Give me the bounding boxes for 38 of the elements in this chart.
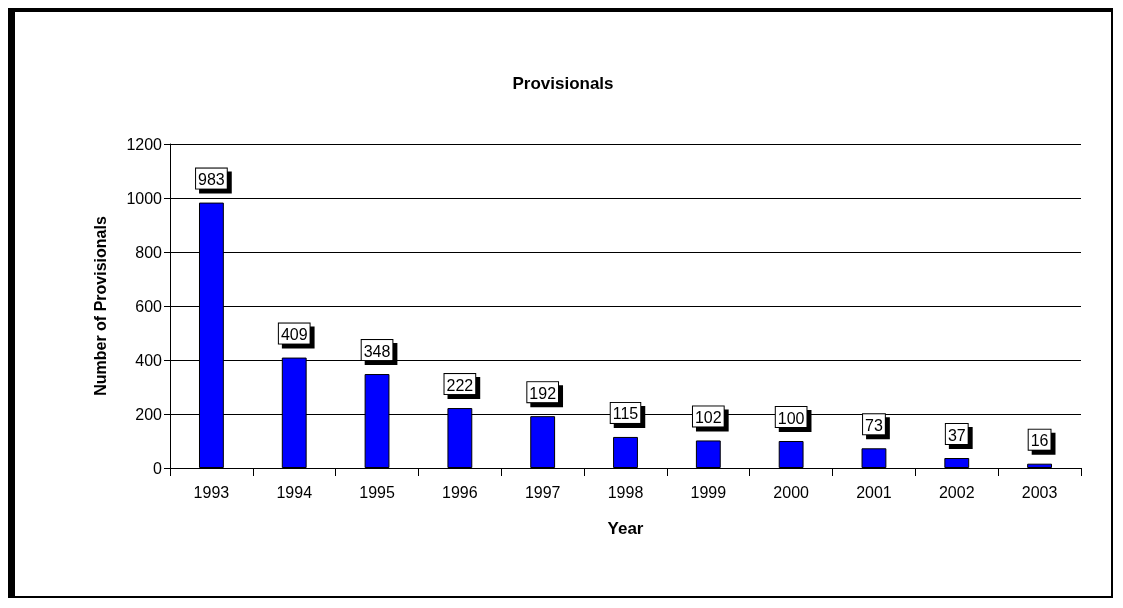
data-label: 348 (363, 342, 391, 360)
data-label: 222 (446, 376, 474, 394)
y-axis-title: Number of Provisionals (91, 216, 109, 396)
x-tick-label: 1998 (607, 483, 644, 501)
data-label: 16 (1030, 432, 1049, 450)
x-axis-title: Year (607, 519, 644, 538)
x-tick-label: 1997 (524, 483, 561, 501)
x-tick-label: 2002 (938, 483, 975, 501)
x-tick-label: 2003 (1021, 483, 1058, 501)
bar (944, 458, 970, 468)
data-label: 73 (865, 416, 883, 434)
chart-title: Provisionals (512, 74, 614, 93)
bar (778, 441, 804, 468)
x-tick-label: 2001 (856, 483, 892, 501)
x-tick-label: 1994 (276, 483, 313, 501)
bar (695, 440, 721, 468)
data-label: 115 (612, 405, 639, 423)
bar (861, 448, 887, 468)
bar (1027, 463, 1053, 468)
x-tick-label: 1993 (193, 483, 230, 501)
data-label: 409 (280, 326, 308, 344)
data-label: 192 (529, 384, 557, 402)
data-label: 983 (198, 171, 225, 189)
y-tick-label: 1000 (126, 189, 163, 207)
x-tick-label: 1996 (442, 483, 478, 501)
y-tick-label: 200 (135, 405, 163, 423)
x-tick-label: 1999 (690, 483, 727, 501)
y-tick-label: 400 (135, 351, 163, 369)
y-tick-label: 1200 (126, 135, 163, 153)
y-tick-label: 0 (153, 459, 163, 477)
x-tick-label: 1995 (359, 483, 395, 501)
bar (613, 436, 638, 468)
data-label: 100 (777, 409, 805, 427)
x-tick-label: 2000 (773, 483, 810, 501)
y-tick-label: 600 (135, 297, 163, 315)
data-label: 37 (947, 426, 966, 444)
data-label: 102 (694, 408, 722, 426)
y-tick-label: 800 (135, 243, 163, 261)
